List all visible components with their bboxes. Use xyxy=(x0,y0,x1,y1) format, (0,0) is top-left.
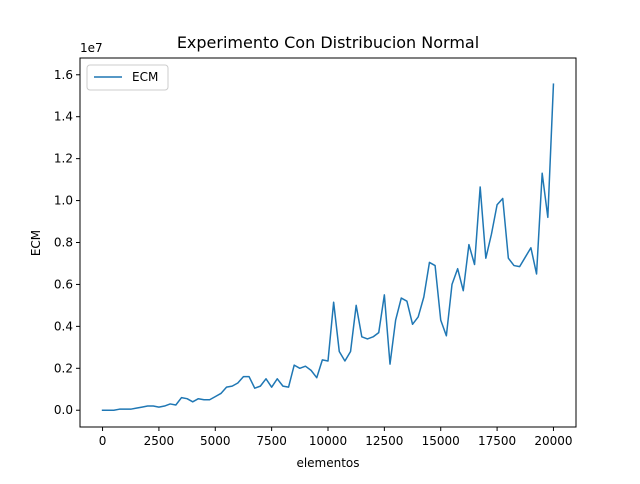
chart-title: Experimento Con Distribucion Normal xyxy=(177,33,479,52)
y-axis-offset-label: 1e7 xyxy=(80,41,103,55)
x-axis-label: elementos xyxy=(296,456,359,470)
legend-box xyxy=(86,64,169,91)
x-tick-label: 0 xyxy=(99,434,107,448)
legend: ECM xyxy=(86,64,169,91)
y-tick-label: 0.0 xyxy=(54,403,73,417)
x-tick-label: 10000 xyxy=(309,434,347,448)
y-tick-label: 0.4 xyxy=(54,319,73,333)
x-tick-label: 20000 xyxy=(534,434,572,448)
y-tick-label: 0.6 xyxy=(54,277,73,291)
y-tick-label: 1.4 xyxy=(54,110,73,124)
y-tick-label: 1.6 xyxy=(54,68,73,82)
x-tick-label: 5000 xyxy=(200,434,231,448)
x-tick-label: 2500 xyxy=(144,434,175,448)
y-tick-label: 1.2 xyxy=(54,152,73,166)
y-tick-label: 1.0 xyxy=(54,194,73,208)
legend-label-ecm: ECM xyxy=(132,70,158,84)
x-tick-label: 15000 xyxy=(422,434,460,448)
y-axis-label: ECM xyxy=(29,230,43,256)
x-axis-ticks: 0 2500 5000 7500 10000 12500 15000 17500 20000 xyxy=(99,427,573,448)
y-tick-label: 0.8 xyxy=(54,236,73,250)
x-tick-label: 17500 xyxy=(478,434,516,448)
series-line-ecm xyxy=(101,83,555,411)
series-layer xyxy=(101,83,555,411)
y-tick-label: 0.2 xyxy=(54,361,73,375)
x-tick-label: 12500 xyxy=(365,434,403,448)
y-axis-ticks: 0.0 0.2 0.4 0.6 0.8 1.0 1.2 1.4 1.6 xyxy=(54,68,80,417)
x-tick-label: 7500 xyxy=(256,434,287,448)
